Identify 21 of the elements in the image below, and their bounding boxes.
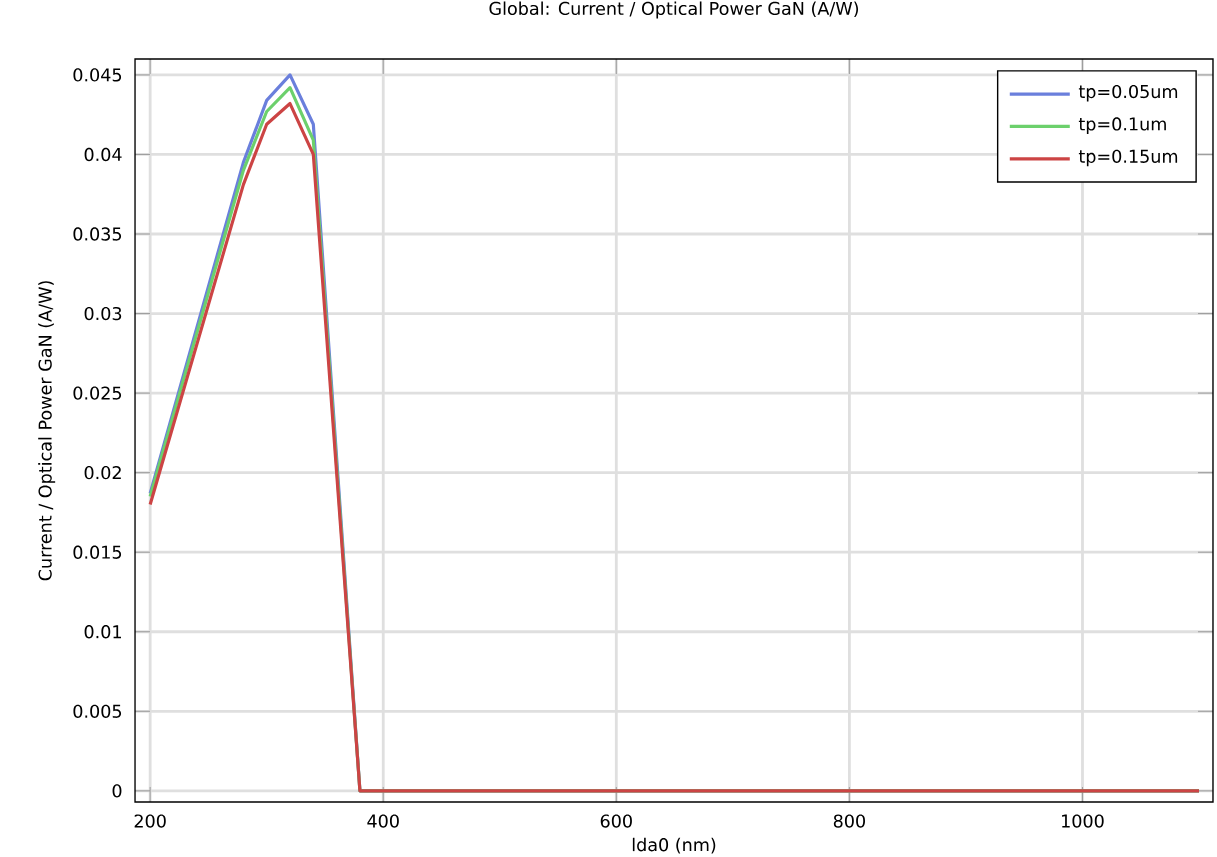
legend-label: tp=0.15um [1078, 149, 1178, 167]
y-tick-label: 0.02 [84, 465, 121, 480]
x-axis-title: lda0 (nm) [632, 837, 716, 854]
y-axis-title: Current / Optical Power GaN (A/W) [38, 281, 56, 581]
y-tick-label: 0.04 [84, 147, 122, 162]
legend-label: tp=0.1um [1078, 117, 1166, 134]
x-tick-label: 400 [367, 814, 399, 828]
x-tick-label: 200 [134, 814, 166, 828]
y-tick-label: 0.015 [73, 545, 122, 559]
y-tick-label: 0.045 [73, 68, 122, 82]
y-tick-label: 0.035 [73, 227, 122, 241]
x-tick-label: 800 [833, 814, 865, 828]
chart-title: Global: Current / Optical Power GaN (A/W) [489, 1, 859, 19]
legend-label: tp=0.05um [1078, 84, 1178, 102]
y-tick-label: 0.025 [73, 386, 122, 400]
y-tick-label: 0.005 [73, 704, 122, 718]
x-tick-label: 600 [600, 814, 632, 828]
y-tick-label: 0.01 [84, 625, 121, 639]
y-tick-label: 0.03 [84, 306, 122, 321]
x-tick-label: 1000 [1062, 814, 1104, 828]
y-tick-label: 0 [112, 784, 122, 798]
